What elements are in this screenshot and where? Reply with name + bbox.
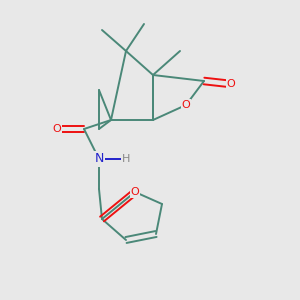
Text: O: O (52, 124, 62, 134)
Text: O: O (226, 79, 236, 89)
Text: O: O (182, 100, 190, 110)
Text: H: H (122, 154, 130, 164)
Text: N: N (94, 152, 104, 166)
Text: O: O (130, 187, 140, 197)
